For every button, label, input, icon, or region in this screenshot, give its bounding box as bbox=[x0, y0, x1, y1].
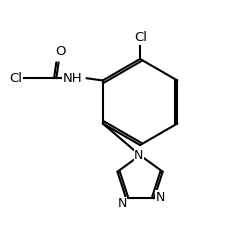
Text: O: O bbox=[55, 45, 66, 58]
Text: Cl: Cl bbox=[9, 72, 22, 85]
Text: N: N bbox=[117, 198, 126, 210]
Text: N: N bbox=[134, 149, 143, 162]
Text: NH: NH bbox=[62, 72, 82, 85]
Text: N: N bbox=[155, 191, 164, 204]
Text: Cl: Cl bbox=[134, 31, 147, 44]
